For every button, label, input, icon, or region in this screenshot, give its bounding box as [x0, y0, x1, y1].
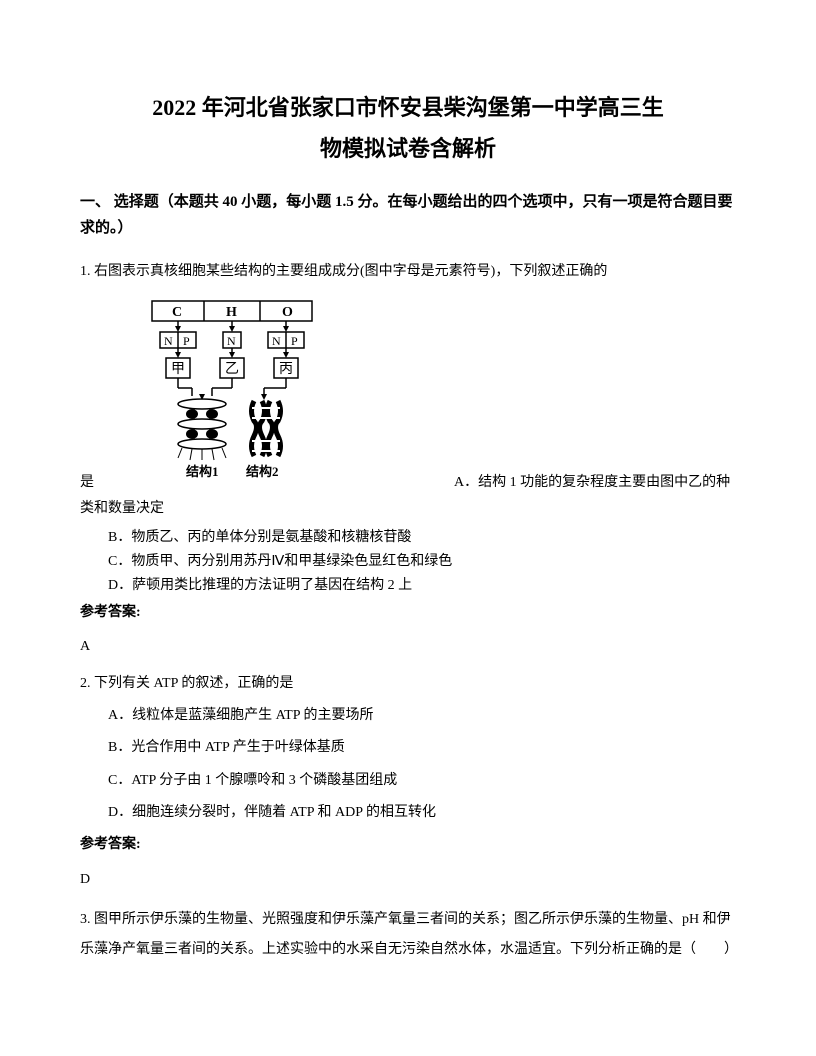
- section-header: 一、 选择题（本题共 40 小题，每小题 1.5 分。在每小题给出的四个选项中，…: [80, 190, 736, 241]
- question-1: 1. 右图表示真核细胞某些结构的主要组成成分(图中字母是元素符号)，下列叙述正确…: [80, 261, 736, 658]
- q1-text: 1. 右图表示真核细胞某些结构的主要组成成分(图中字母是元素符号)，下列叙述正确…: [80, 261, 736, 283]
- label-bing: 丙: [279, 362, 293, 377]
- q2-answer-label: 参考答案:: [80, 834, 736, 856]
- q2-option-d: D．细胞连续分裂时，伴随着 ATP 和 ADP 的相互转化: [108, 802, 736, 824]
- q2-option-a: A．线粒体是蓝藻细胞产生 ATP 的主要场所: [108, 705, 736, 727]
- q1-answer-label: 参考答案:: [80, 602, 736, 624]
- q1-option-a-cont: 类和数量决定: [80, 498, 736, 520]
- elem-p1: P: [183, 334, 190, 348]
- elem-n3: N: [272, 334, 281, 348]
- label-yi: 乙: [225, 361, 239, 377]
- q1-option-d: D．萨顿用类比推理的方法证明了基因在结构 2 上: [108, 575, 736, 597]
- q2-option-c: C．ATP 分子由 1 个腺嘌呤和 3 个磷酸基团组成: [108, 770, 736, 792]
- q1-option-a: A．结构 1 功能的复杂程度主要由图中乙的种: [454, 472, 730, 494]
- struct1-label: 结构1: [186, 464, 219, 479]
- elem-n1: N: [164, 334, 173, 348]
- q1-diagram-row: 是 C H O N P: [140, 296, 736, 494]
- q1-option-b: B．物质乙、丙的单体分别是氨基酸和核糖核苷酸: [108, 527, 736, 549]
- q1-answer: A: [80, 636, 736, 658]
- q2-answer: D: [80, 869, 736, 891]
- q2-option-b: B．光合作用中 ATP 产生于叶绿体基质: [108, 737, 736, 759]
- question-2: 2. 下列有关 ATP 的叙述，正确的是 A．线粒体是蓝藻细胞产生 ATP 的主…: [80, 673, 736, 892]
- q3-text: 3. 图甲所示伊乐藻的生物量、光照强度和伊乐藻产氧量三者间的关系；图乙所示伊乐藻…: [80, 905, 736, 964]
- elem-h: H: [226, 305, 237, 320]
- exam-title-line1: 2022 年河北省张家口市怀安县柴沟堡第一中学高三生: [80, 90, 736, 125]
- elem-n2: N: [227, 334, 236, 348]
- q1-diagram-wrapper: C H O N P N N: [134, 296, 334, 494]
- elem-p3: P: [291, 334, 298, 348]
- structure-2-icon: [252, 401, 281, 456]
- q2-text: 2. 下列有关 ATP 的叙述，正确的是: [80, 673, 736, 695]
- question-3: 3. 图甲所示伊乐藻的生物量、光照强度和伊乐藻产氧量三者间的关系；图乙所示伊乐藻…: [80, 905, 736, 964]
- struct2-label: 结构2: [246, 464, 279, 479]
- structure-1-icon: [178, 399, 226, 460]
- exam-title-line2: 物模拟试卷含解析: [80, 131, 736, 166]
- elem-c: C: [172, 305, 182, 320]
- label-jia: 甲: [171, 362, 185, 377]
- q1-diagram: C H O N P N N: [134, 296, 334, 486]
- q1-option-c: C．物质甲、丙分别用苏丹Ⅳ和甲基绿染色显红色和绿色: [108, 551, 736, 573]
- q1-prefix-is: 是: [80, 472, 94, 494]
- elem-o: O: [282, 305, 293, 320]
